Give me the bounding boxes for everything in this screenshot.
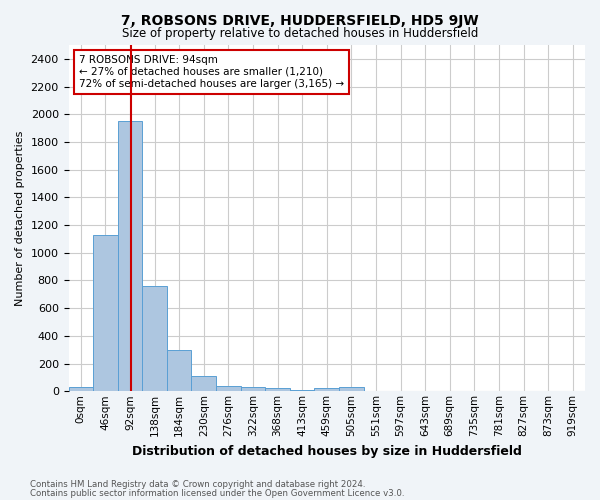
Bar [265,388,290,392]
Y-axis label: Number of detached properties: Number of detached properties [15,130,25,306]
Bar [241,387,265,392]
X-axis label: Distribution of detached houses by size in Huddersfield: Distribution of detached houses by size … [132,444,522,458]
Text: 7 ROBSONS DRIVE: 94sqm
← 27% of detached houses are smaller (1,210)
72% of semi-: 7 ROBSONS DRIVE: 94sqm ← 27% of detached… [79,56,344,88]
Bar [93,235,118,392]
Bar [314,388,339,392]
Text: Size of property relative to detached houses in Huddersfield: Size of property relative to detached ho… [122,28,478,40]
Bar [118,121,142,392]
Text: 7, ROBSONS DRIVE, HUDDERSFIELD, HD5 9JW: 7, ROBSONS DRIVE, HUDDERSFIELD, HD5 9JW [121,14,479,28]
Bar [167,350,191,392]
Bar [216,386,241,392]
Bar [142,286,167,392]
Text: Contains HM Land Registry data © Crown copyright and database right 2024.: Contains HM Land Registry data © Crown c… [30,480,365,489]
Bar [191,376,216,392]
Bar [339,387,364,392]
Bar [68,387,93,392]
Bar [290,390,314,392]
Text: Contains public sector information licensed under the Open Government Licence v3: Contains public sector information licen… [30,489,404,498]
